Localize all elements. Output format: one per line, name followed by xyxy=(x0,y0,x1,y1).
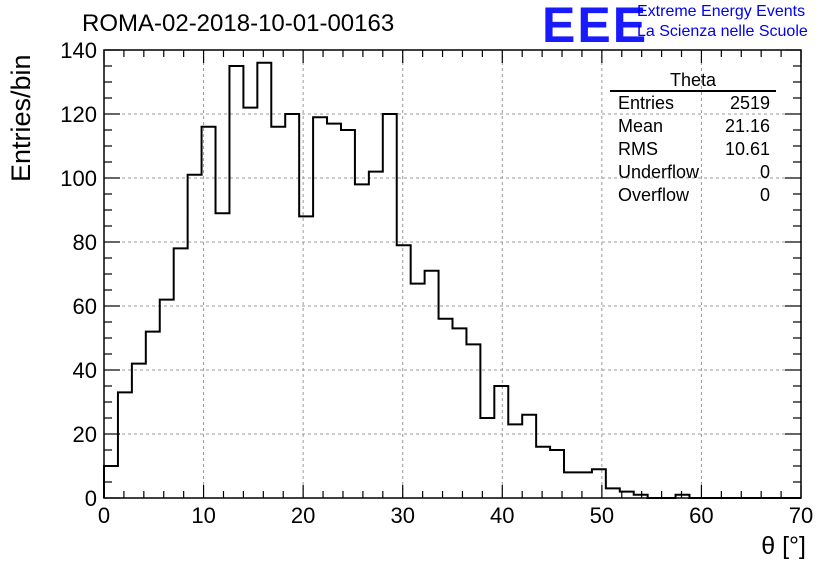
stats-row-underflow: Underflow 0 xyxy=(610,161,778,184)
y-tick-label: 140 xyxy=(60,38,97,63)
y-axis-label: Entries/bin xyxy=(6,54,36,182)
eee-logo-mark: EEE xyxy=(542,0,649,53)
x-tick-label: 40 xyxy=(490,503,514,528)
stats-row-entries: Entries 2519 xyxy=(610,92,778,115)
x-tick-label: 10 xyxy=(191,503,215,528)
logo-line-2: La Scienza nelle Scuole xyxy=(637,23,808,40)
x-tick-label: 0 xyxy=(98,503,110,528)
logo-line-1: Extreme Energy Events xyxy=(637,3,806,20)
chart-title: ROMA-02-2018-10-01-00163 xyxy=(82,10,395,37)
stats-box: Theta Entries 2519 Mean 21.16 RMS 10.61 … xyxy=(610,70,778,207)
stats-value: 21.16 xyxy=(724,116,770,136)
stats-key: Entries xyxy=(618,93,675,113)
stats-value: 2519 xyxy=(729,93,770,113)
stats-value: 0 xyxy=(759,162,770,182)
stats-title: Theta xyxy=(610,70,776,92)
y-tick-label: 120 xyxy=(60,102,97,127)
y-tick-label: 20 xyxy=(73,422,97,447)
x-tick-label: 20 xyxy=(291,503,315,528)
x-tick-label: 30 xyxy=(390,503,414,528)
x-tick-label: 50 xyxy=(590,503,614,528)
stats-key: Overflow xyxy=(618,185,690,205)
x-axis-label: θ [°] xyxy=(761,532,806,560)
y-tick-label: 40 xyxy=(73,358,97,383)
stats-key: Underflow xyxy=(618,162,700,182)
y-tick-label: 80 xyxy=(73,230,97,255)
stats-row-rms: RMS 10.61 xyxy=(610,138,778,161)
eee-logo: EEE Extreme Energy Events La Scienza nel… xyxy=(542,0,836,53)
histogram-series xyxy=(103,61,801,499)
stats-key: Mean xyxy=(618,116,664,136)
stats-value: 0 xyxy=(759,185,770,205)
y-tick-label: 60 xyxy=(73,294,97,319)
y-tick-label: 100 xyxy=(60,166,97,191)
stats-row-mean: Mean 21.16 xyxy=(610,115,778,138)
stats-value: 10.61 xyxy=(724,139,770,159)
stats-row-overflow: Overflow 0 xyxy=(610,184,778,207)
stats-key: RMS xyxy=(618,139,658,159)
x-tick-label: 60 xyxy=(689,503,713,528)
y-tick-label: 0 xyxy=(85,486,97,511)
x-tick-label: 70 xyxy=(789,503,813,528)
